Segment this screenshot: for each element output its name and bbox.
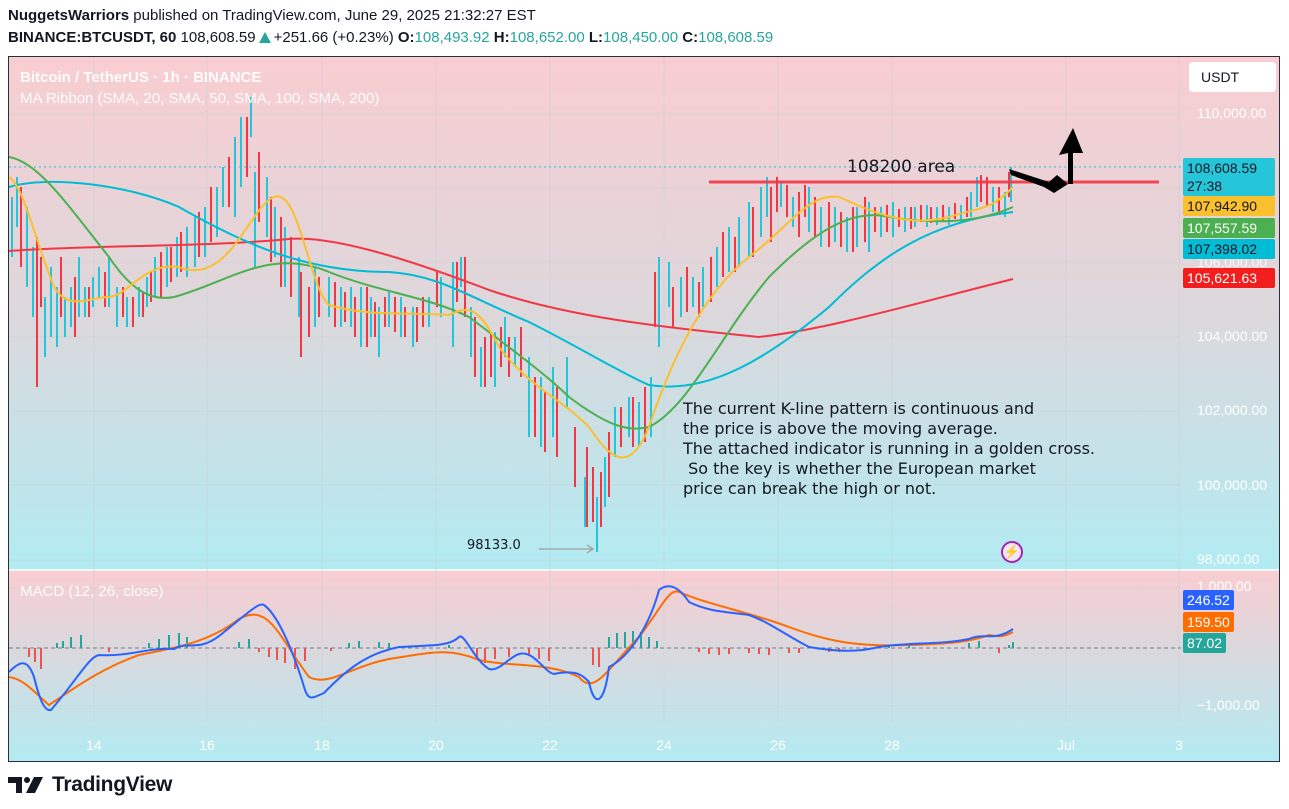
analysis-note[interactable]: The current K-line pattern is continuous… bbox=[683, 399, 1095, 498]
lightning-event-icon[interactable]: ⚡ bbox=[1001, 541, 1023, 563]
price-tick: 102,000.00 bbox=[1197, 402, 1268, 418]
publish-info: NuggetsWarriors published on TradingView… bbox=[8, 7, 536, 24]
arrow-down-right-icon bbox=[1009, 169, 1068, 193]
currency-button[interactable]: USDT bbox=[1189, 62, 1276, 92]
sma100-tag: 107,398.02 bbox=[1183, 239, 1275, 259]
price-bars bbox=[11, 97, 1012, 552]
price-change: +251.66 (+0.23%) bbox=[273, 29, 394, 46]
sma50-line bbox=[9, 156, 1014, 430]
arrow-up-icon bbox=[1059, 128, 1083, 184]
signal-value-tag: 159.50 bbox=[1183, 612, 1234, 632]
symbol-label: BINANCE:BTCUSDT, 60 bbox=[8, 29, 177, 46]
bar-countdown: 27:38 bbox=[1187, 178, 1223, 194]
time-tick: 14 bbox=[86, 737, 102, 753]
tradingview-logo-icon bbox=[8, 777, 43, 793]
price-tick: 98,000.00 bbox=[1197, 551, 1260, 567]
time-tick: 24 bbox=[656, 737, 672, 753]
macd-value-tag: 246.52 bbox=[1183, 590, 1234, 610]
published-text: published on TradingView.com, June 29, 2… bbox=[129, 7, 536, 24]
histogram-value-tag: 87.02 bbox=[1183, 633, 1227, 653]
open-label: O: bbox=[397, 29, 415, 46]
time-tick: 26 bbox=[770, 737, 786, 753]
chart-title[interactable]: Bitcoin / TetherUS · 1h · BINANCE bbox=[20, 69, 262, 86]
time-tick: Jul bbox=[1057, 737, 1075, 753]
sma200-tag: 105,621.63 bbox=[1183, 268, 1275, 288]
price-tick: 100,000.00 bbox=[1197, 477, 1268, 493]
pane-separator[interactable] bbox=[9, 569, 1279, 571]
macd-line bbox=[9, 585, 1014, 712]
macd-legend[interactable]: MACD (12, 26, close) bbox=[20, 583, 164, 600]
sma20-tag: 107,942.90 bbox=[1183, 196, 1275, 216]
sma20-line bbox=[9, 176, 1014, 459]
author-name: NuggetsWarriors bbox=[8, 7, 130, 24]
low-arrow bbox=[539, 544, 595, 554]
high-value: 108,652.00 bbox=[509, 29, 585, 46]
up-triangle-icon bbox=[258, 32, 271, 43]
time-tick: 20 bbox=[428, 737, 444, 753]
open-value: 108,493.92 bbox=[414, 29, 490, 46]
time-tick: 18 bbox=[314, 737, 330, 753]
last-price: 108,608.59 bbox=[180, 29, 256, 46]
resistance-label[interactable]: 108200 area bbox=[847, 157, 956, 177]
low-price-label[interactable]: 98133.0 bbox=[467, 538, 521, 553]
macd-pane[interactable] bbox=[9, 571, 1279, 761]
brand-name: TradingView bbox=[52, 773, 173, 796]
price-tick: 104,000.00 bbox=[1197, 328, 1268, 344]
ma-ribbon-legend[interactable]: MA Ribbon (SMA, 20, SMA, 50, SMA, 100, S… bbox=[20, 90, 380, 107]
symbol-info-bar: BINANCE:BTCUSDT, 60 108,608.59 +251.66 (+… bbox=[8, 29, 773, 46]
low-label: L: bbox=[588, 29, 604, 46]
chart-frame[interactable]: Bitcoin / TetherUS · 1h · BINANCE MA Rib… bbox=[8, 56, 1280, 762]
macd-tick: −1,000.00 bbox=[1197, 697, 1260, 713]
sma100-line bbox=[9, 180, 1014, 388]
macd-histogram bbox=[28, 631, 1014, 669]
high-label: H: bbox=[493, 29, 510, 46]
sma50-tag: 107,557.59 bbox=[1183, 218, 1275, 238]
low-value: 108,450.00 bbox=[603, 29, 679, 46]
close-label: C: bbox=[682, 29, 699, 46]
sma200-line bbox=[9, 237, 1014, 339]
tradingview-logo[interactable]: TradingView bbox=[8, 773, 172, 797]
time-tick: 16 bbox=[199, 737, 215, 753]
chart-canvas bbox=[9, 57, 1181, 722]
price-tick: 110,000.00 bbox=[1197, 105, 1267, 121]
grid-lines bbox=[9, 57, 1181, 722]
time-tick: 3 bbox=[1175, 737, 1183, 753]
last-price-tag: 108,608.59 27:38 bbox=[1183, 158, 1275, 196]
time-tick: 28 bbox=[884, 737, 900, 753]
close-value: 108,608.59 bbox=[698, 29, 774, 46]
last-price-tag-value: 108,608.59 bbox=[1187, 160, 1258, 176]
time-tick: 22 bbox=[542, 737, 558, 753]
